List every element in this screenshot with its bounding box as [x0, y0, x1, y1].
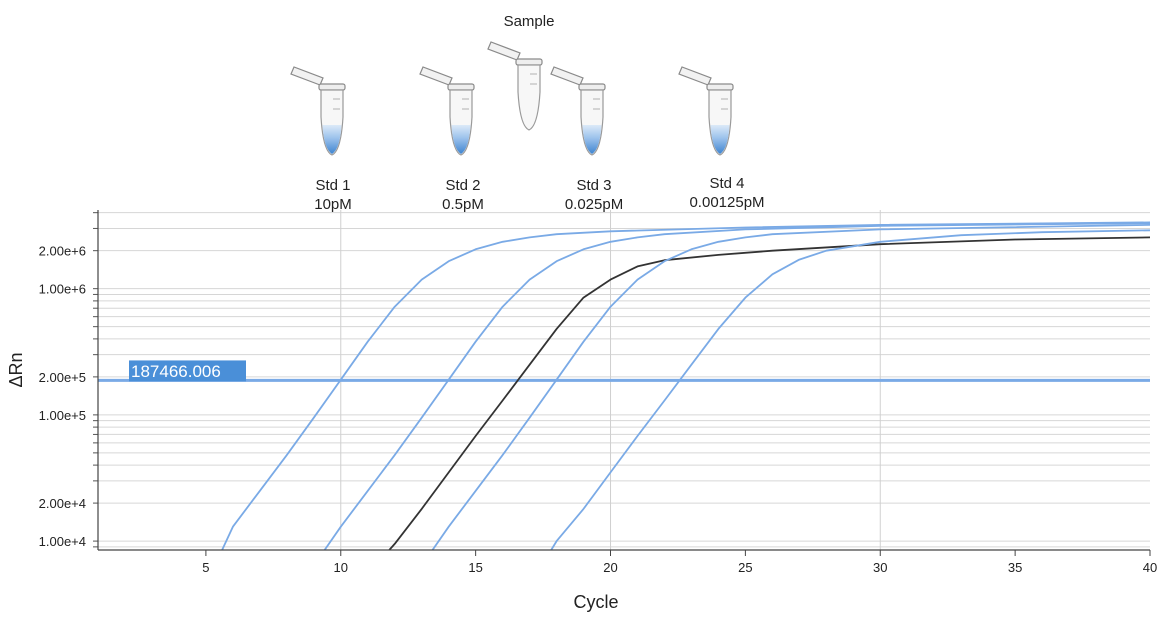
threshold-value-label: 187466.006 — [131, 362, 221, 381]
tube-label: Std 3 — [576, 177, 611, 194]
tube-lid — [487, 41, 521, 61]
tube-std2: Std 2 0.5pM — [419, 66, 484, 213]
grid — [93, 210, 1150, 550]
series-group — [221, 221, 1150, 550]
tube-lid — [419, 66, 453, 86]
series-line-1 — [221, 221, 1150, 550]
tube-concentration: 10pM — [314, 196, 352, 213]
tube-lid — [678, 66, 712, 86]
y-tick-label: 2.00e+5 — [39, 370, 86, 385]
tube-label: Std 2 — [445, 177, 480, 194]
series-line-2 — [323, 222, 1150, 550]
x-tick-label: 40 — [1143, 560, 1157, 575]
tube-liquid — [451, 125, 471, 154]
axes — [97, 210, 1150, 551]
tube-std1: Std 1 10pM — [290, 66, 352, 213]
tube-label: Std 4 — [709, 175, 744, 192]
series-line-4 — [431, 224, 1150, 550]
x-tick-label: 30 — [873, 560, 887, 575]
tube-body — [517, 64, 541, 131]
threshold-value-box[interactable] — [129, 360, 246, 382]
y-tick-label: 2.00e+4 — [39, 496, 86, 511]
threshold: 187466.006 — [98, 360, 1150, 382]
x-tick-label: 20 — [603, 560, 617, 575]
x-tick-label: 15 — [468, 560, 482, 575]
tube-std4: Std 4 0.00125pM — [678, 66, 765, 211]
tube-rim — [515, 58, 543, 66]
x-tick-label: 5 — [202, 560, 209, 575]
tube-concentration: 0.5pM — [442, 196, 484, 213]
tube-label: Std 1 — [315, 177, 350, 194]
tube-lid — [290, 66, 324, 86]
y-tick-label: 1.00e+4 — [39, 534, 86, 549]
tube-sample: Sample — [487, 13, 555, 131]
tube-lid — [550, 66, 584, 86]
series-line-5 — [550, 229, 1150, 550]
tube-rim — [578, 83, 606, 91]
x-tick-label: 10 — [334, 560, 348, 575]
y-tick-label: 2.00e+6 — [39, 244, 86, 259]
x-axis-title: Cycle — [573, 592, 618, 612]
tube-liquid — [710, 125, 730, 154]
x-tick-label: 35 — [1008, 560, 1022, 575]
tube-liquid — [322, 125, 342, 154]
tube-rim — [318, 83, 346, 91]
tube-liquid — [582, 125, 602, 154]
tube-rim — [447, 83, 475, 91]
x-tick-label: 25 — [738, 560, 752, 575]
tube-label: Sample — [504, 13, 555, 30]
y-tick-label: 1.00e+6 — [39, 282, 86, 297]
tube-concentration: 0.025pM — [565, 196, 623, 213]
tube-rim — [706, 83, 734, 91]
tick-labels: 5 10 15 20 25 30 35 40 1.00e+4 2.00e+4 1.00e+5 2.00… — [39, 244, 1158, 575]
y-axis-title: ΔRn — [6, 352, 26, 387]
y-tick-label: 1.00e+5 — [39, 408, 86, 423]
tube-std3: Std 3 0.025pM — [550, 66, 623, 213]
tube-concentration: 0.00125pM — [689, 194, 764, 211]
plot-area: 187466.006 5 10 15 20 25 30 35 40 1.00e+4 2.00e+4… — [39, 210, 1158, 575]
series-line-3 — [388, 236, 1150, 550]
